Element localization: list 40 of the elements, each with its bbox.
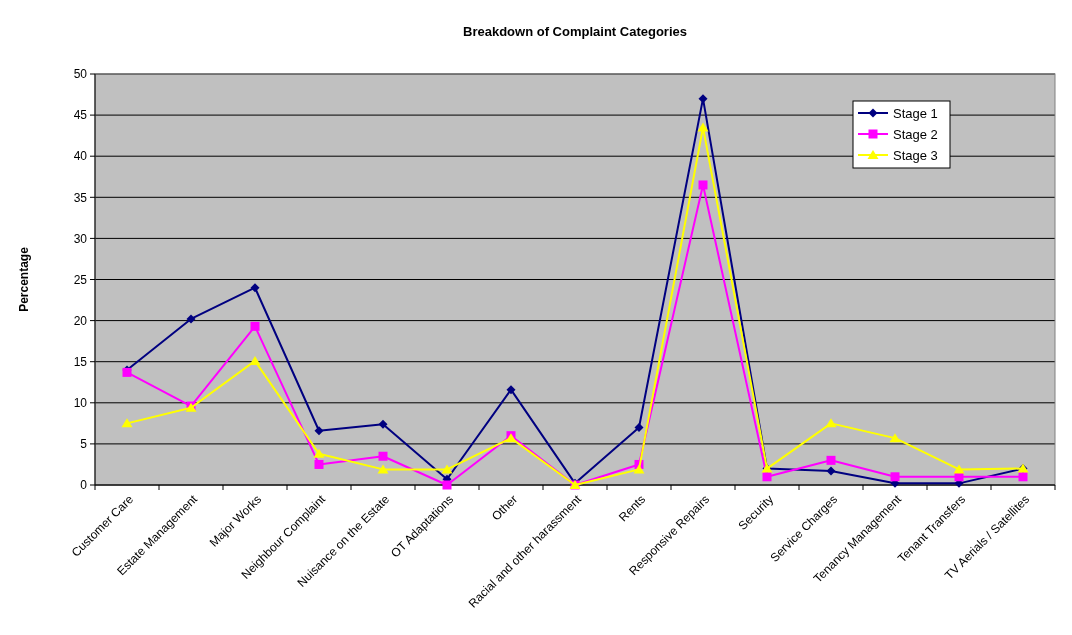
- point: [378, 419, 388, 429]
- point: [442, 480, 452, 490]
- y-tick-label: 0: [80, 478, 88, 493]
- point: [249, 355, 261, 365]
- legend-label: Stage 1: [893, 105, 938, 121]
- y-tick-label: 45: [73, 108, 88, 123]
- point: [826, 466, 836, 476]
- point: [250, 321, 260, 331]
- point: [953, 464, 965, 474]
- point: [314, 459, 324, 469]
- point: [250, 283, 260, 293]
- y-tick-label: 20: [73, 313, 88, 328]
- point: [826, 455, 836, 465]
- point: [378, 451, 388, 461]
- point: [441, 464, 453, 474]
- point: [377, 464, 389, 474]
- point: [121, 418, 133, 428]
- point: [314, 426, 324, 436]
- y-tick-label: 35: [73, 190, 88, 205]
- y-tick-label: 25: [73, 272, 88, 287]
- point: [186, 314, 196, 324]
- point: [633, 464, 645, 474]
- y-tick-label: 50: [73, 67, 88, 82]
- y-tick-label: 40: [73, 149, 88, 164]
- point: [889, 433, 901, 443]
- point: [313, 448, 325, 458]
- chart-title: Breakdown of Complaint Categories: [463, 24, 687, 39]
- y-axis-title: Percentage: [17, 246, 31, 312]
- y-tick-label: 5: [80, 437, 88, 452]
- point: [697, 122, 709, 132]
- point: [634, 422, 644, 432]
- point: [825, 418, 837, 428]
- point: [506, 385, 516, 395]
- legend-label: Stage 2: [893, 126, 938, 142]
- y-tick-label: 30: [73, 231, 88, 246]
- legend-label: Stage 3: [893, 147, 938, 163]
- point: [698, 180, 708, 190]
- y-tick-label: 10: [73, 396, 88, 410]
- y-tick-label: 15: [73, 354, 88, 369]
- point: [890, 472, 900, 482]
